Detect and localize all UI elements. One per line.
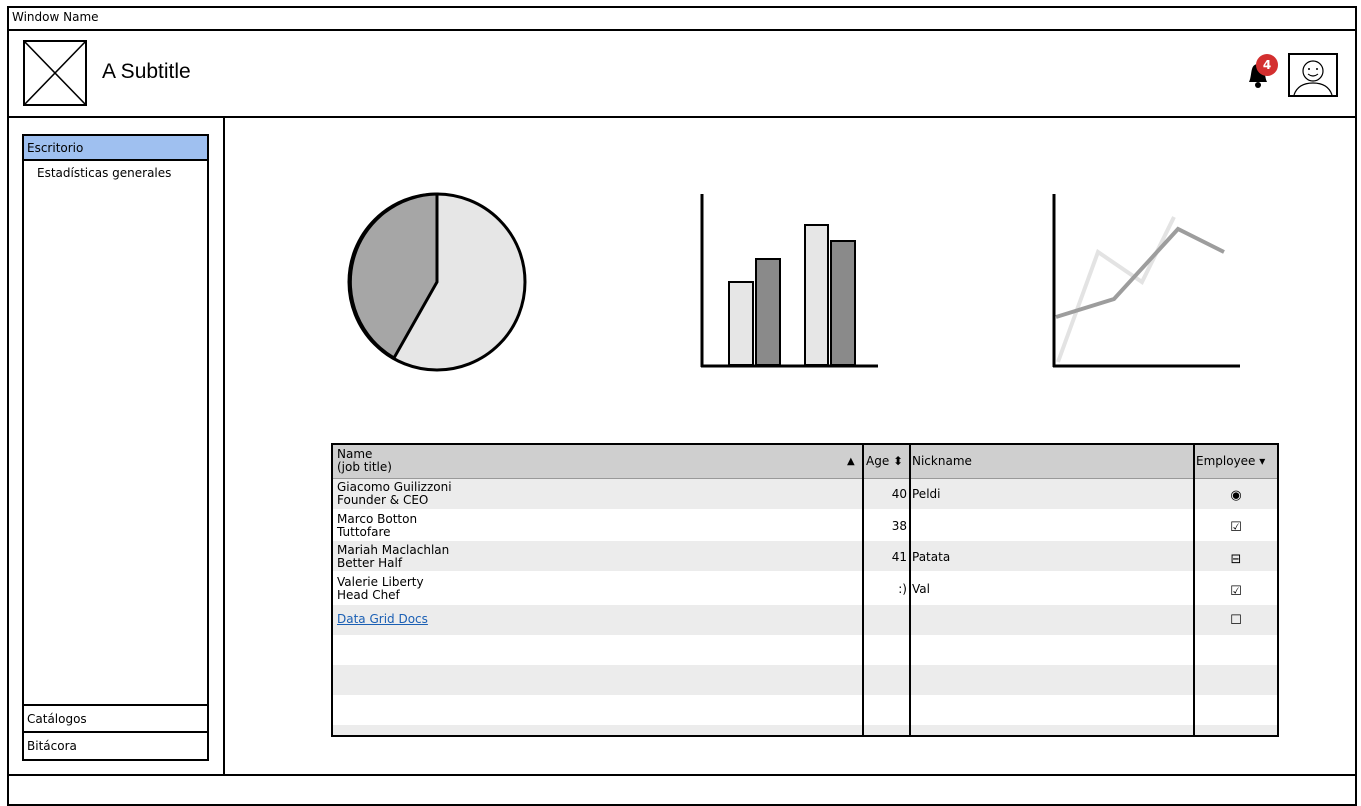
line-chart-icon <box>1050 192 1242 372</box>
window-title: Window Name <box>12 10 99 24</box>
column-header-name[interactable]: Name (job title) <box>337 447 392 474</box>
sidebar-subitem-estadisticas[interactable]: Estadísticas generales <box>37 166 172 180</box>
row-age: 40 <box>891 487 907 501</box>
sidebar-item-bitacora[interactable]: Bitácora <box>22 731 209 761</box>
bar-chart-icon <box>698 192 880 372</box>
table-row <box>333 665 1277 695</box>
table-row[interactable]: Marco Botton Tuttofare 38 ☑ <box>333 509 1277 539</box>
row-title: Better Half <box>337 556 403 570</box>
row-title: Head Chef <box>337 588 400 602</box>
column-header-employee[interactable]: Employee ▾ <box>1196 454 1266 468</box>
data-grid: Name (job title) ▲ Age ⬍ Nickname Employ… <box>331 443 1279 737</box>
table-row <box>333 635 1277 665</box>
sidebar-item-escritorio[interactable]: Escritorio <box>24 136 207 161</box>
notification-badge: 4 <box>1256 54 1278 76</box>
row-nickname: Patata <box>912 550 951 564</box>
checkbox-checked-icon[interactable]: ☑ <box>1230 584 1242 599</box>
sidebar-item-catalogos[interactable]: Catálogos <box>22 704 209 733</box>
sort-ascending-icon[interactable]: ▲ <box>847 456 855 467</box>
row-name: Valerie Liberty <box>337 575 424 589</box>
sidebar-accordion <box>22 134 209 761</box>
checkbox-indeterminate-icon[interactable]: ⊟ <box>1230 552 1242 567</box>
grid-header: Name (job title) ▲ Age ⬍ Nickname Employ… <box>333 445 1277 479</box>
row-title: Tuttofare <box>337 525 391 539</box>
table-row[interactable]: Data Grid Docs ☐ <box>333 605 1277 635</box>
row-nickname: Val <box>912 582 930 596</box>
radio-icon[interactable]: ◉ <box>1230 488 1242 503</box>
header-bar <box>7 30 1357 118</box>
row-nickname: Peldi <box>912 487 941 501</box>
page-subtitle: A Subtitle <box>102 60 191 83</box>
row-age: 38 <box>891 519 907 533</box>
row-name: Mariah Maclachlan <box>337 543 450 557</box>
row-age: 41 <box>891 550 907 564</box>
table-row <box>333 725 1277 735</box>
data-grid-docs-link[interactable]: Data Grid Docs <box>337 612 428 626</box>
column-header-nickname[interactable]: Nickname <box>912 454 972 468</box>
footer-divider <box>7 774 1357 776</box>
checkbox-checked-icon[interactable]: ☑ <box>1230 520 1242 535</box>
column-divider <box>862 445 864 735</box>
table-row[interactable]: Mariah Maclachlan Better Half 41 Patata ⊟ <box>333 541 1277 571</box>
row-name: Giacomo Guilizzoni <box>337 480 452 494</box>
column-header-age[interactable]: Age ⬍ <box>866 454 904 468</box>
window-titlebar: Window Name <box>7 6 1357 31</box>
row-title: Founder & CEO <box>337 493 429 507</box>
checkbox-unchecked-icon[interactable]: ☐ <box>1230 613 1242 628</box>
table-row[interactable]: Giacomo Guilizzoni Founder & CEO 40 Peldi… <box>333 479 1277 509</box>
sidebar-panel <box>7 118 225 776</box>
logo-image <box>23 40 87 106</box>
row-age: :) <box>898 582 907 596</box>
table-row <box>333 695 1277 725</box>
avatar[interactable] <box>1288 53 1338 97</box>
pie-chart-icon <box>346 192 528 372</box>
column-divider <box>1193 445 1195 735</box>
table-row[interactable]: Valerie Liberty Head Chef :) Val ☑ <box>333 573 1277 603</box>
column-divider <box>909 445 911 735</box>
row-name: Marco Botton <box>337 512 418 526</box>
